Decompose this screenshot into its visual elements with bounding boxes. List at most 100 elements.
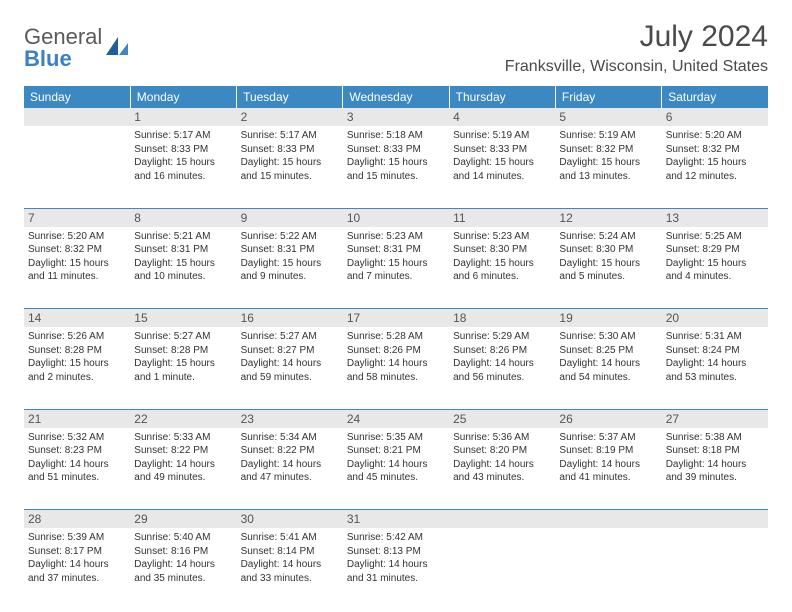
day-header: Tuesday — [237, 86, 343, 108]
logo-text: General Blue — [24, 26, 102, 70]
day-content: Sunrise: 5:28 AMSunset: 8:26 PMDaylight:… — [347, 330, 445, 384]
sunrise-text: Sunrise: 5:27 AM — [241, 330, 339, 344]
daylight-text: Daylight: 15 hours and 5 minutes. — [559, 257, 657, 284]
day-number-row: 123456 — [24, 108, 768, 126]
day-content: Sunrise: 5:17 AMSunset: 8:33 PMDaylight:… — [241, 129, 339, 183]
day-cell: Sunrise: 5:35 AMSunset: 8:21 PMDaylight:… — [343, 428, 449, 510]
week-row: Sunrise: 5:17 AM Sunset: 8:33 PM Daylight:… — [24, 126, 768, 208]
sunset-text: Sunset: 8:25 PM — [559, 344, 657, 358]
day-cell: Sunrise: 5:19 AMSunset: 8:33 PMDaylight:… — [449, 126, 555, 208]
daylight-text: Daylight: 15 hours and 7 minutes. — [347, 257, 445, 284]
day-number: 14 — [24, 309, 130, 328]
day-content: Sunrise: 5:27 AMSunset: 8:28 PMDaylight:… — [134, 330, 232, 384]
day-number-row: 28293031 — [24, 510, 768, 529]
day-header: Monday — [130, 86, 236, 108]
sunset-text: Sunset: 8:32 PM — [559, 143, 657, 157]
week-row: Sunrise: 5:26 AMSunset: 8:28 PMDaylight:… — [24, 327, 768, 409]
sunrise-text: Sunrise: 5:32 AM — [28, 431, 126, 445]
daylight-text: Daylight: 14 hours and 54 minutes. — [559, 357, 657, 384]
sunset-text: Sunset: 8:13 PM — [347, 545, 445, 559]
day-number-row: 78910111213 — [24, 208, 768, 227]
day-cell: Sunrise: 5:23 AMSunset: 8:31 PMDaylight:… — [343, 227, 449, 309]
day-number — [555, 510, 661, 529]
daylight-text: Daylight: 15 hours and 11 minutes. — [28, 257, 126, 284]
day-cell: Sunrise: 5:38 AMSunset: 8:18 PMDaylight:… — [662, 428, 768, 510]
day-cell: Sunrise: 5:22 AMSunset: 8:31 PMDaylight:… — [237, 227, 343, 309]
sunrise-text: Sunrise: 5:17 AM — [241, 129, 339, 143]
daylight-text: Daylight: 14 hours and 43 minutes. — [453, 458, 551, 485]
sunrise-text: Sunrise: 5:29 AM — [453, 330, 551, 344]
day-cell: Sunrise: 5:21 AMSunset: 8:31 PMDaylight:… — [130, 227, 236, 309]
sunrise-text: Sunrise: 5:27 AM — [134, 330, 232, 344]
sunset-text: Sunset: 8:31 PM — [134, 243, 232, 257]
day-number: 20 — [662, 309, 768, 328]
daylight-text: Daylight: 14 hours and 51 minutes. — [28, 458, 126, 485]
daylight-text: Daylight: 15 hours and 2 minutes. — [28, 357, 126, 384]
day-content: Sunrise: 5:24 AMSunset: 8:30 PMDaylight:… — [559, 230, 657, 284]
day-content: Sunrise: 5:20 AMSunset: 8:32 PMDaylight:… — [28, 230, 126, 284]
sunrise-text: Sunrise: 5:28 AM — [347, 330, 445, 344]
day-content: Sunrise: 5:18 AMSunset: 8:33 PMDaylight:… — [347, 129, 445, 183]
sunset-text: Sunset: 8:33 PM — [134, 143, 232, 157]
sunset-text: Sunset: 8:33 PM — [347, 143, 445, 157]
day-number: 11 — [449, 208, 555, 227]
day-number: 5 — [555, 108, 661, 126]
day-header: Friday — [555, 86, 661, 108]
day-number: 16 — [237, 309, 343, 328]
sunset-text: Sunset: 8:22 PM — [134, 444, 232, 458]
day-number: 9 — [237, 208, 343, 227]
day-number: 3 — [343, 108, 449, 126]
day-number: 28 — [24, 510, 130, 529]
day-number: 7 — [24, 208, 130, 227]
day-number: 2 — [237, 108, 343, 126]
day-content: Sunrise: 5:25 AMSunset: 8:29 PMDaylight:… — [666, 230, 764, 284]
sunset-text: Sunset: 8:31 PM — [347, 243, 445, 257]
day-number: 19 — [555, 309, 661, 328]
daylight-text: Daylight: 15 hours and 9 minutes. — [241, 257, 339, 284]
day-content: Sunrise: 5:20 AMSunset: 8:32 PMDaylight:… — [666, 129, 764, 183]
week-row: Sunrise: 5:20 AMSunset: 8:32 PMDaylight:… — [24, 227, 768, 309]
day-number: 6 — [662, 108, 768, 126]
day-number: 4 — [449, 108, 555, 126]
sunrise-text: Sunrise: 5:24 AM — [559, 230, 657, 244]
day-content: Sunrise: 5:32 AMSunset: 8:23 PMDaylight:… — [28, 431, 126, 485]
logo-word-blue: Blue — [24, 48, 102, 70]
sunset-text: Sunset: 8:26 PM — [347, 344, 445, 358]
day-header-row: SundayMondayTuesdayWednesdayThursdayFrid… — [24, 86, 768, 108]
day-number: 24 — [343, 409, 449, 428]
daylight-text: Daylight: 15 hours and 6 minutes. — [453, 257, 551, 284]
sunset-text: Sunset: 8:30 PM — [453, 243, 551, 257]
daylight-text: Daylight: 15 hours and 12 minutes. — [666, 156, 764, 183]
sunrise-text: Sunrise: 5:34 AM — [241, 431, 339, 445]
day-content: Sunrise: 5:42 AMSunset: 8:13 PMDaylight:… — [347, 531, 445, 585]
day-number: 25 — [449, 409, 555, 428]
sunset-text: Sunset: 8:31 PM — [241, 243, 339, 257]
sunset-text: Sunset: 8:24 PM — [666, 344, 764, 358]
daylight-text: Daylight: 14 hours and 31 minutes. — [347, 558, 445, 585]
sunrise-text: Sunrise: 5:23 AM — [347, 230, 445, 244]
sunrise-text: Sunrise: 5:19 AM — [453, 129, 551, 143]
day-content: Sunrise: 5:30 AMSunset: 8:25 PMDaylight:… — [559, 330, 657, 384]
sunset-text: Sunset: 8:14 PM — [241, 545, 339, 559]
page-header: General Blue July 2024 Franksville, Wisc… — [24, 20, 768, 76]
logo: General Blue — [24, 26, 130, 70]
sunrise-text: Sunrise: 5:21 AM — [134, 230, 232, 244]
sunrise-text: Sunrise: 5:40 AM — [134, 531, 232, 545]
sunset-text: Sunset: 8:20 PM — [453, 444, 551, 458]
day-number: 22 — [130, 409, 236, 428]
daylight-text: Daylight: 15 hours and 14 minutes. — [453, 156, 551, 183]
day-cell: Sunrise: 5:23 AMSunset: 8:30 PMDaylight:… — [449, 227, 555, 309]
day-content: Sunrise: 5:35 AMSunset: 8:21 PMDaylight:… — [347, 431, 445, 485]
daylight-text: Daylight: 14 hours and 45 minutes. — [347, 458, 445, 485]
day-header: Saturday — [662, 86, 768, 108]
sunrise-text: Sunrise: 5:26 AM — [28, 330, 126, 344]
day-content: Sunrise: 5:17 AMSunset: 8:33 PMDaylight:… — [134, 129, 232, 183]
sunrise-text: Sunrise: 5:30 AM — [559, 330, 657, 344]
day-cell — [24, 126, 130, 208]
daylight-text: Daylight: 14 hours and 49 minutes. — [134, 458, 232, 485]
day-cell: Sunrise: 5:28 AMSunset: 8:26 PMDaylight:… — [343, 327, 449, 409]
sunset-text: Sunset: 8:32 PM — [666, 143, 764, 157]
day-cell: Sunrise: 5:31 AMSunset: 8:24 PMDaylight:… — [662, 327, 768, 409]
day-number: 12 — [555, 208, 661, 227]
sunset-text: Sunset: 8:21 PM — [347, 444, 445, 458]
